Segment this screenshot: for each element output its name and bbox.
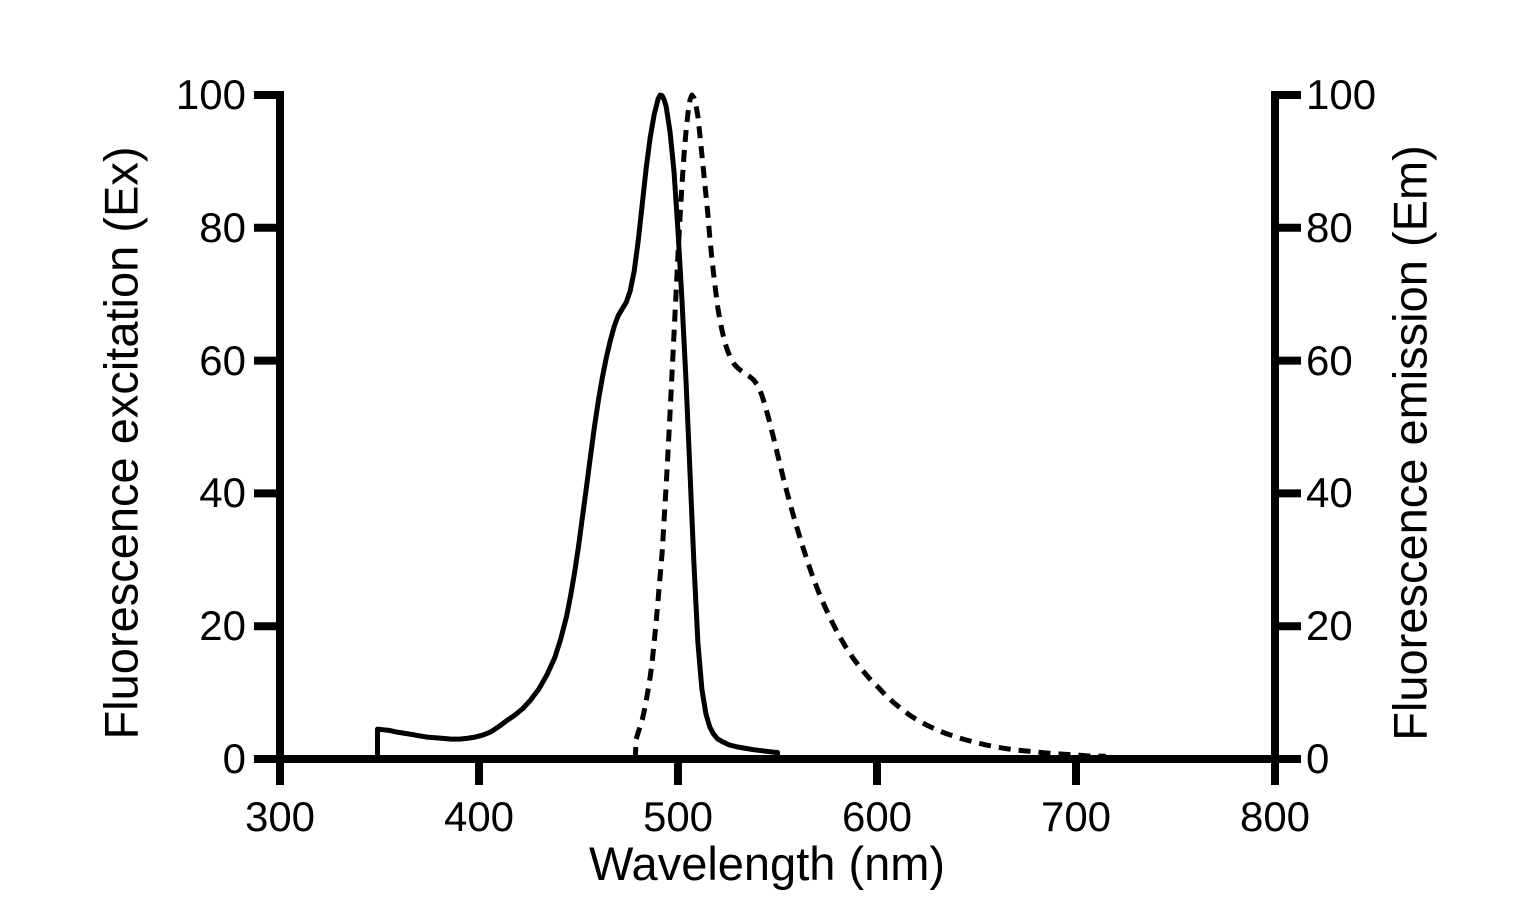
y-tick-label-left: 20 xyxy=(199,602,246,650)
x-axis-label: Wavelength (nm) xyxy=(588,837,946,890)
x-tick-label: 400 xyxy=(443,793,515,840)
y-tick-label-left: 80 xyxy=(199,203,246,251)
x-tick-label: 600 xyxy=(841,793,913,840)
x-tick-label: 500 xyxy=(642,793,714,840)
fluorescence-emission-curve xyxy=(632,92,1106,760)
y-tick-label-right: 80 xyxy=(1306,203,1353,251)
y-tick-label-right: 60 xyxy=(1306,336,1353,384)
y-tick-label-right: 0 xyxy=(1306,735,1330,782)
y-tick-label-left: 60 xyxy=(199,336,246,384)
x-tick-label: 800 xyxy=(1239,793,1311,840)
y-axis-label-right: Fluorescence emission (Em) xyxy=(1383,145,1437,741)
y-tick-label-right: 20 xyxy=(1306,602,1353,650)
x-tick-label: 300 xyxy=(244,793,316,840)
y-tick-label-right: 100 xyxy=(1306,71,1377,118)
y-tick-label-left: 40 xyxy=(199,469,246,517)
y-axis-label-left: Fluorescence excitation (Ex) xyxy=(94,146,148,740)
x-tick-label: 700 xyxy=(1040,793,1112,840)
fluorescence-excitation-curve xyxy=(375,92,780,759)
y-tick-label-left: 0 xyxy=(222,735,246,782)
y-tick-label-right: 40 xyxy=(1306,469,1353,517)
y-tick-label-left: 100 xyxy=(175,71,246,118)
